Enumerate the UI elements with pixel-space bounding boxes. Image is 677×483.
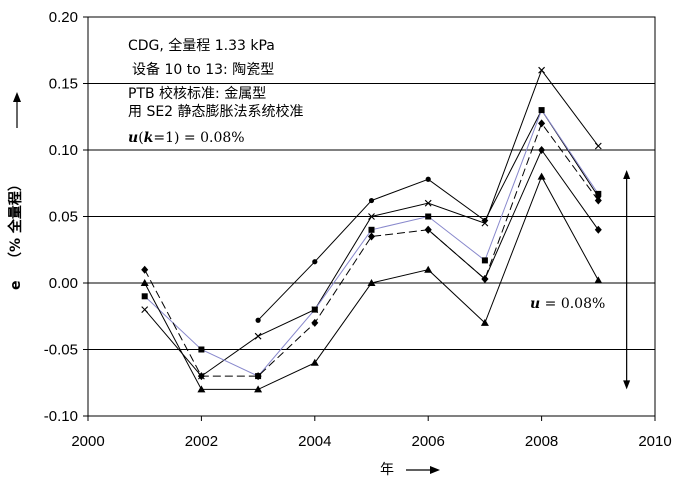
data-point [595,190,602,197]
data-point [538,119,546,128]
y-axis-label-symbol: e [8,281,24,291]
annotation-line-4: 用 SE2 静态膨胀法系统校准 [128,103,304,120]
data-point [424,225,432,234]
data-point [141,306,149,313]
series-3 [141,107,602,380]
data-point [197,385,206,393]
data-point [594,225,602,234]
y-tick-label: -0.10 [44,408,78,425]
data-point [368,226,375,233]
uncertainty-paren-close: ) = [174,130,200,146]
data-point [254,332,262,340]
data-point [594,142,602,150]
data-point [481,275,489,284]
y-tick-label: 0.10 [49,142,78,159]
band-label-symbol: u [530,296,540,312]
data-point [480,318,489,326]
uncertainty-note: u(k=1) = 0.08% [128,130,245,146]
data-point [140,279,149,286]
data-point [312,259,318,265]
data-point [311,318,319,327]
series-2 [141,66,602,380]
data-point [254,372,262,381]
annotation-line-2: 设备 10 to 13: 陶瓷型 [132,61,274,78]
annotation-box: CDG, 全量程 1.33 kPa 设备 10 to 13: 陶瓷型 PTB 校… [128,37,304,146]
y-tick-label: 0.15 [49,76,78,93]
uncertainty-eq: = [153,130,165,146]
data-point [311,306,318,313]
x-tick-label: 2000 [71,433,104,450]
uncertainty-symbol: u [128,130,138,146]
series-line [144,122,599,377]
data-point [538,146,546,154]
annotation-line-1: CDG, 全量程 1.33 kPa [128,37,275,54]
data-point [481,257,488,264]
band-label: u = 0.08% [530,296,605,312]
data-point [255,317,261,323]
y-tick-label: 0.00 [49,275,78,292]
data-point [198,346,205,353]
uncertainty-paren-open: ( [138,130,143,146]
band-label-value: 0.08% [561,296,605,312]
data-point [594,196,602,205]
data-point [594,276,603,284]
data-point [481,219,489,227]
data-point [538,66,545,74]
x-axis-label: 年 [380,462,440,478]
y-axis-label: e （% 全量程） [7,92,24,290]
annotation-line-3: PTB 校核标准: 金属型 [128,85,266,102]
x-axis-label-text: 年 [380,462,394,478]
data-point [254,385,263,393]
x-axis-arrow-head [430,466,440,474]
data-point [367,279,376,286]
y-tick-label: -0.05 [44,342,78,359]
data-point [141,293,148,300]
y-axis-arrow-head [13,92,21,102]
data-point [538,107,545,114]
x-tick-label: 2010 [638,433,671,450]
x-tick-label: 2006 [412,433,445,450]
y-axis-label-unit: （% 全量程） [7,177,24,266]
uncertainty-arg-value: 1 [165,130,174,146]
band-arrow-bottom [623,380,631,390]
x-tick-label: 2004 [298,433,331,450]
series-5 [424,146,602,284]
uncertainty-arg: k [144,130,154,146]
data-point [425,213,432,220]
x-axis-ticks: 2000 2002 2004 2006 2008 2010 [71,416,672,450]
y-axis-ticks: 0.20 0.15 0.10 0.05 0.00 -0.05 -0.10 [44,9,88,425]
y-tick-label: 0.05 [49,209,78,226]
uncertainty-band [623,169,631,390]
uncertainty-value: 0.08% [200,130,244,146]
y-tick-label: 0.20 [49,9,78,26]
data-point [197,372,205,381]
band-label-eq: = [540,296,561,312]
data-point [368,197,375,204]
data-point [141,265,149,274]
data-point [537,172,546,180]
series-6 [140,172,603,393]
data-point [424,199,432,207]
data-point [425,176,431,182]
series-line [427,148,599,280]
series-group [140,66,603,393]
series-4 [141,119,602,381]
band-arrow-top [623,169,631,179]
data-point [368,232,375,241]
data-point [424,265,433,273]
x-tick-label: 2008 [525,433,558,450]
x-tick-label: 2002 [185,433,218,450]
data-point [368,213,375,220]
data-point [310,358,319,366]
